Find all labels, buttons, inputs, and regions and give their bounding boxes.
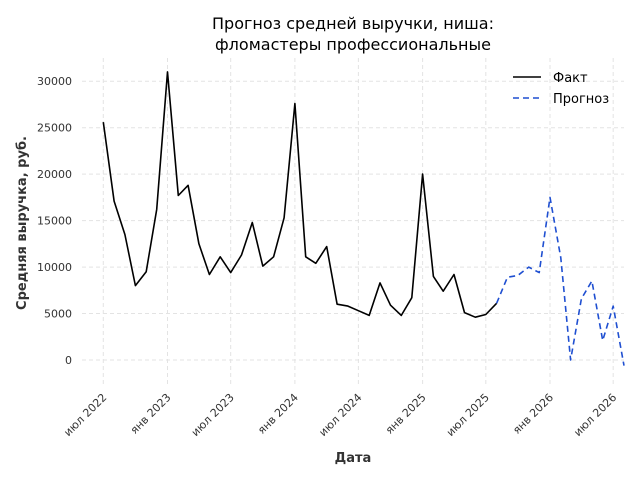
series-line-forecast — [495, 196, 625, 366]
y-tick-label: 10000 — [37, 261, 72, 274]
legend-fact-label: Факт — [553, 71, 588, 86]
x-axis-label: Дата — [335, 451, 372, 466]
y-tick-label: 20000 — [37, 168, 72, 181]
chart-title-line-1: Прогноз средней выручки, ниша: — [212, 14, 494, 33]
chart-title-line-2: фломастеры профессиональные — [215, 35, 491, 54]
x-tick-label: янв 2024 — [255, 391, 301, 437]
x-tick-label: янв 2023 — [128, 391, 174, 437]
x-tick-label: июл 2026 — [571, 391, 619, 439]
y-axis-label: Средняя выручка, руб. — [15, 136, 30, 310]
x-tick-label: июл 2024 — [316, 391, 364, 439]
legend: Факт Прогноз — [513, 71, 609, 107]
y-tick-label: 5000 — [44, 308, 72, 321]
y-tick-label: 25000 — [37, 122, 72, 135]
x-tick-label: июл 2022 — [61, 391, 109, 439]
plot-area — [102, 71, 625, 366]
y-tick-label: 15000 — [37, 215, 72, 228]
x-tick-label: янв 2025 — [383, 391, 429, 437]
y-tick-label: 30000 — [37, 75, 72, 88]
x-tick-label: янв 2026 — [510, 391, 556, 437]
legend-forecast-label: Прогноз — [553, 92, 609, 107]
y-tick-label: 0 — [65, 354, 72, 367]
grid — [82, 58, 624, 386]
series-line-fact — [102, 71, 498, 319]
x-tick-label: июл 2025 — [444, 391, 492, 439]
x-tick-label: июл 2023 — [189, 391, 237, 439]
